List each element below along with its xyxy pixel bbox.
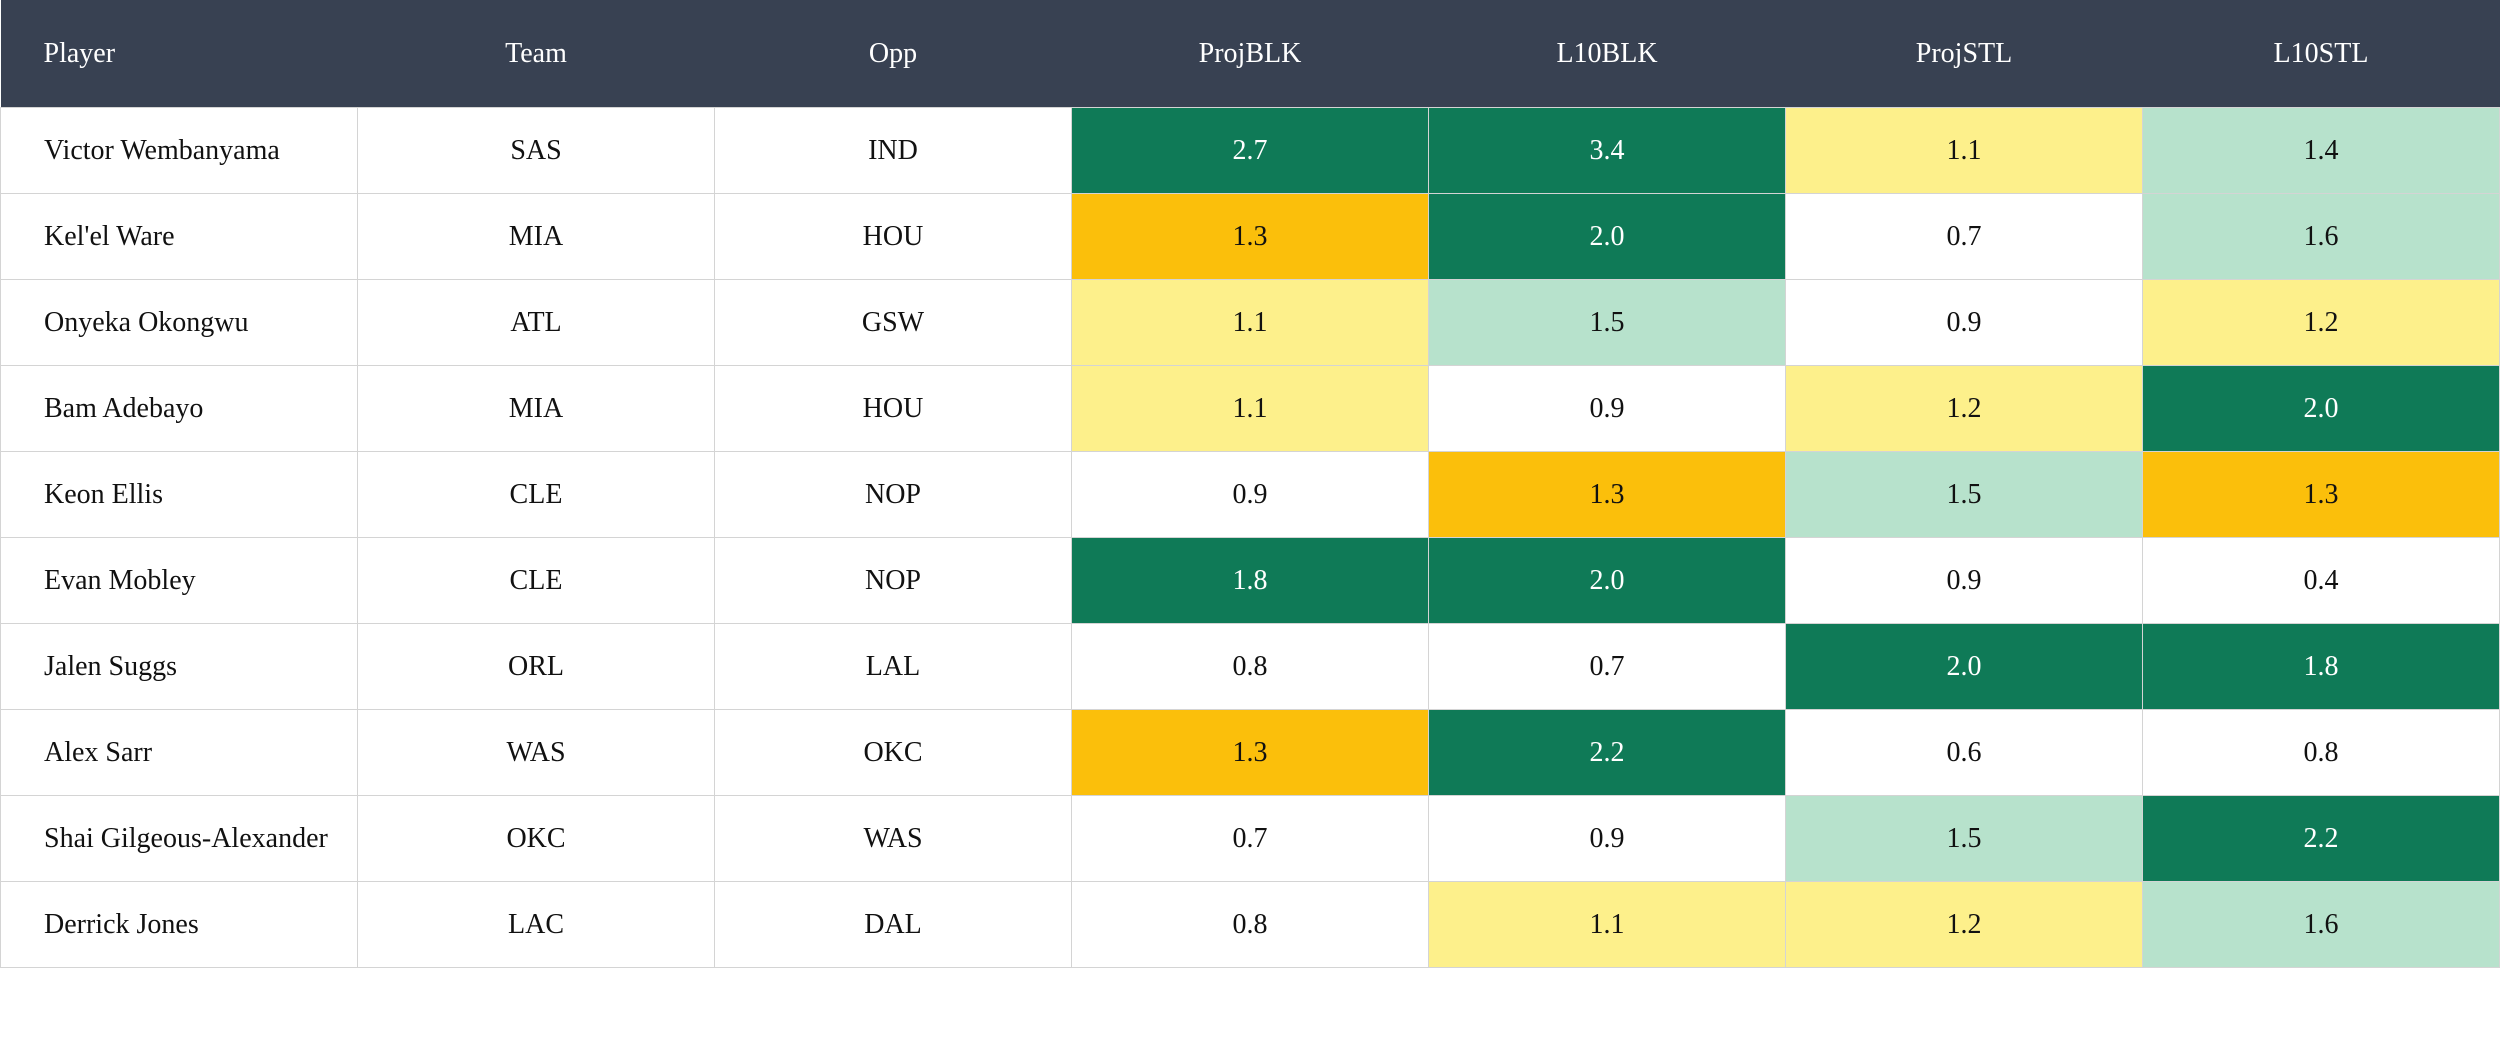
- table-cell: CLE: [357, 537, 715, 624]
- player-cell: Kel'el Ware: [0, 193, 358, 280]
- stats-table: Player Team Opp ProjBLK L10BLK ProjSTL L10STL …: [0, 0, 2500, 968]
- table-cell: NOP: [714, 537, 1072, 624]
- table-cell: 0.9: [1428, 795, 1786, 882]
- column-header: L10STL: [2142, 0, 2500, 108]
- column-header: L10BLK: [1428, 0, 1786, 108]
- table-cell: 2.0: [1785, 623, 2143, 710]
- table-cell: 1.1: [1785, 107, 2143, 194]
- table-cell: 0.7: [1428, 623, 1786, 710]
- table-cell: 0.7: [1785, 193, 2143, 280]
- column-header: Opp: [714, 0, 1072, 108]
- table-cell: 1.2: [1785, 365, 2143, 452]
- table-cell: 2.0: [1428, 193, 1786, 280]
- table-cell: HOU: [714, 365, 1072, 452]
- table-cell: ORL: [357, 623, 715, 710]
- table-cell: 0.8: [1071, 881, 1429, 968]
- table-cell: 3.4: [1428, 107, 1786, 194]
- table-cell: CLE: [357, 451, 715, 538]
- table-cell: 1.1: [1071, 279, 1429, 366]
- table-cell: 2.0: [2142, 365, 2500, 452]
- table-row: Keon Ellis CLE NOP 0.9 1.3 1.5 1.3: [0, 451, 2500, 538]
- table-cell: 1.8: [1071, 537, 1429, 624]
- table-cell: MIA: [357, 365, 715, 452]
- column-header: Team: [357, 0, 715, 108]
- table-cell: 1.1: [1071, 365, 1429, 452]
- table-cell: DAL: [714, 881, 1072, 968]
- table-row: Jalen Suggs ORL LAL 0.8 0.7 2.0 1.8: [0, 623, 2500, 710]
- table-cell: 0.7: [1071, 795, 1429, 882]
- table-header: Player Team Opp ProjBLK L10BLK ProjSTL L10STL: [0, 0, 2500, 108]
- player-cell: Bam Adebayo: [0, 365, 358, 452]
- table-cell: 1.8: [2142, 623, 2500, 710]
- table-cell: 2.0: [1428, 537, 1786, 624]
- player-cell: Shai Gilgeous-Alexander: [0, 795, 358, 882]
- table-row: Victor Wembanyama SAS IND 2.7 3.4 1.1 1.4: [0, 107, 2500, 194]
- player-cell: Derrick Jones: [0, 881, 358, 968]
- table-cell: 2.7: [1071, 107, 1429, 194]
- table-cell: 2.2: [1428, 709, 1786, 796]
- table-row: Derrick Jones LAC DAL 0.8 1.1 1.2 1.6: [0, 881, 2500, 968]
- table-cell: WAS: [357, 709, 715, 796]
- player-cell: Jalen Suggs: [0, 623, 358, 710]
- table-cell: 2.2: [2142, 795, 2500, 882]
- table-cell: 1.5: [1785, 795, 2143, 882]
- table-cell: 1.5: [1785, 451, 2143, 538]
- table-cell: ATL: [357, 279, 715, 366]
- column-header: ProjSTL: [1785, 0, 2143, 108]
- table-cell: MIA: [357, 193, 715, 280]
- table-cell: 0.6: [1785, 709, 2143, 796]
- table-cell: 1.2: [2142, 279, 2500, 366]
- player-cell: Alex Sarr: [0, 709, 358, 796]
- table-cell: LAL: [714, 623, 1072, 710]
- table-body: Victor Wembanyama SAS IND 2.7 3.4 1.1 1.4 Kel'e…: [0, 107, 2500, 968]
- table-cell: 1.6: [2142, 881, 2500, 968]
- table-cell: NOP: [714, 451, 1072, 538]
- table-row: Bam Adebayo MIA HOU 1.1 0.9 1.2 2.0: [0, 365, 2500, 452]
- header-row: Player Team Opp ProjBLK L10BLK ProjSTL L10STL: [0, 0, 2500, 108]
- table-row: Evan Mobley CLE NOP 1.8 2.0 0.9 0.4: [0, 537, 2500, 624]
- player-cell: Keon Ellis: [0, 451, 358, 538]
- table-cell: LAC: [357, 881, 715, 968]
- table-cell: 0.9: [1785, 537, 2143, 624]
- table-cell: 0.9: [1071, 451, 1429, 538]
- table-cell: 1.3: [1071, 193, 1429, 280]
- table-cell: IND: [714, 107, 1072, 194]
- table-cell: 1.3: [2142, 451, 2500, 538]
- table-cell: GSW: [714, 279, 1072, 366]
- table-cell: 1.6: [2142, 193, 2500, 280]
- table-cell: 1.3: [1428, 451, 1786, 538]
- table-cell: HOU: [714, 193, 1072, 280]
- column-header: Player: [0, 0, 358, 108]
- table-cell: 0.4: [2142, 537, 2500, 624]
- table-cell: 1.5: [1428, 279, 1786, 366]
- table-cell: 0.9: [1785, 279, 2143, 366]
- table-cell: SAS: [357, 107, 715, 194]
- table-cell: 1.4: [2142, 107, 2500, 194]
- table-row: Kel'el Ware MIA HOU 1.3 2.0 0.7 1.6: [0, 193, 2500, 280]
- player-cell: Onyeka Okongwu: [0, 279, 358, 366]
- table-cell: 1.2: [1785, 881, 2143, 968]
- table-cell: 1.3: [1071, 709, 1429, 796]
- table-cell: OKC: [357, 795, 715, 882]
- table-row: Alex Sarr WAS OKC 1.3 2.2 0.6 0.8: [0, 709, 2500, 796]
- table-cell: 0.9: [1428, 365, 1786, 452]
- table-cell: WAS: [714, 795, 1072, 882]
- table-cell: 0.8: [2142, 709, 2500, 796]
- table-row: Shai Gilgeous-Alexander OKC WAS 0.7 0.9 1.5 2.…: [0, 795, 2500, 882]
- player-cell: Victor Wembanyama: [0, 107, 358, 194]
- table-cell: 1.1: [1428, 881, 1786, 968]
- table-cell: OKC: [714, 709, 1072, 796]
- table-cell: 0.8: [1071, 623, 1429, 710]
- player-cell: Evan Mobley: [0, 537, 358, 624]
- table-row: Onyeka Okongwu ATL GSW 1.1 1.5 0.9 1.2: [0, 279, 2500, 366]
- column-header: ProjBLK: [1071, 0, 1429, 108]
